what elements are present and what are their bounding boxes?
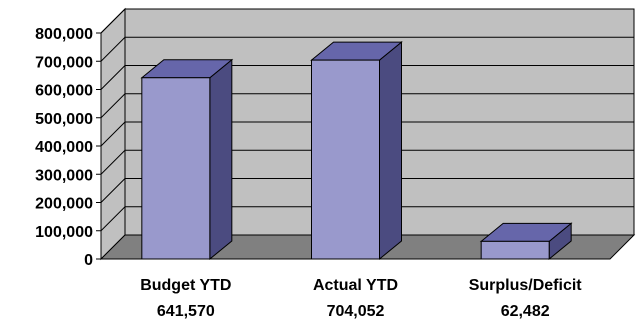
gridline [100, 65, 634, 90]
y-tick-label: 0 [84, 252, 93, 269]
y-tick-label: 700,000 [35, 54, 93, 71]
bar-side [379, 41, 402, 261]
y-tick-label: 200,000 [35, 196, 93, 213]
y-tick-label: 100,000 [35, 224, 93, 241]
gridline [100, 121, 634, 147]
y-tick-label: 800,000 [35, 26, 93, 43]
category-label: Actual YTD [313, 277, 398, 294]
gridline [100, 206, 634, 232]
gridline [100, 93, 634, 119]
y-tick-label: 300,000 [35, 167, 93, 184]
bar-side [209, 58, 233, 261]
gridline [100, 36, 634, 62]
bars [140, 41, 573, 261]
category-label: Surplus/Deficit [469, 277, 583, 294]
bar [140, 58, 234, 261]
gridline [100, 178, 634, 203]
y-tick-label: 400,000 [35, 139, 93, 156]
bar-front [141, 77, 211, 260]
category-value-label: 641,570 [157, 303, 215, 320]
y-tick-label: 600,000 [35, 83, 93, 100]
y-axis-ticks: 0 100,000 200,000 300,000 400,000 500,000 600,… [35, 26, 610, 269]
gridlines [100, 8, 634, 232]
category-label: Budget YTD [140, 277, 231, 294]
category-value-label: 704,052 [327, 303, 385, 320]
bar [310, 41, 403, 261]
category-value-label: 62,482 [501, 303, 550, 320]
bar-front [480, 240, 550, 260]
bar-front [311, 59, 380, 260]
y-tick-label: 500,000 [35, 111, 93, 128]
gridline [100, 149, 634, 175]
x-axis-labels: Budget YTD 641,570 Actual YTD 704,052 Surplu… [140, 277, 582, 320]
bar [479, 222, 573, 261]
gridline [100, 8, 634, 34]
